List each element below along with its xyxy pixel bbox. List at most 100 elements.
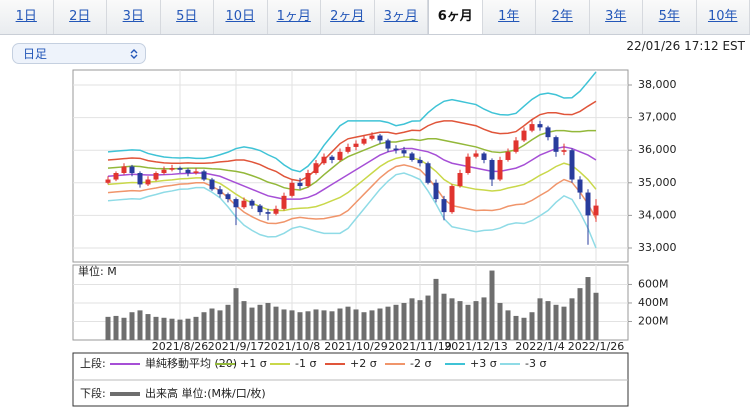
y-tick-label: 400M xyxy=(638,296,669,309)
volume-bar xyxy=(473,301,479,340)
volume-bar xyxy=(169,318,175,340)
volume-bar xyxy=(553,304,559,340)
period-tab[interactable]: 2年 xyxy=(536,0,590,34)
candle-body xyxy=(377,135,383,141)
volume-bar xyxy=(529,312,535,340)
volume-bar xyxy=(409,298,415,340)
candle-body xyxy=(449,186,455,213)
unit-label: 単位: M xyxy=(78,264,117,278)
period-tab[interactable]: 3ヶ月 xyxy=(375,0,428,34)
period-tab[interactable]: 3年 xyxy=(590,0,643,34)
candle-body xyxy=(481,153,487,160)
period-tab[interactable]: 2ヶ月 xyxy=(321,0,375,34)
band-line xyxy=(107,129,596,191)
period-tab[interactable]: 1年 xyxy=(483,0,536,34)
x-tick-label: 2022/1/26 xyxy=(568,340,624,353)
volume-bar xyxy=(577,288,583,340)
volume-bar xyxy=(313,309,319,340)
candle-body xyxy=(409,153,415,160)
legend-label: +3 σ xyxy=(470,357,497,370)
candle-body xyxy=(457,173,463,187)
candle-body xyxy=(385,140,391,149)
volume-bar xyxy=(281,309,287,340)
volume-bar xyxy=(129,312,135,340)
candle-body xyxy=(473,153,479,157)
legend-label: -1 σ xyxy=(295,357,316,370)
candle-body xyxy=(145,179,151,185)
period-tab[interactable]: 3日 xyxy=(107,0,161,34)
volume-bar xyxy=(465,304,471,340)
volume-bar xyxy=(545,301,551,340)
x-tick-label: 2021/10/8 xyxy=(264,340,320,353)
y-tick-label: 37,000 xyxy=(638,111,677,124)
candle-body xyxy=(537,124,543,128)
period-tab[interactable]: 6ヶ月 xyxy=(428,0,483,34)
candle-body xyxy=(249,200,255,206)
volume-bar xyxy=(289,310,295,340)
volume-bar xyxy=(249,307,255,340)
band-line xyxy=(107,164,597,225)
timestamp: 22/01/26 17:12 EST xyxy=(626,39,745,53)
candle-body xyxy=(217,189,223,195)
candle-body xyxy=(281,195,287,209)
candle-body xyxy=(153,173,159,180)
period-tab[interactable]: 5年 xyxy=(643,0,697,34)
band-line xyxy=(107,146,597,200)
volume-bar xyxy=(369,310,375,340)
panel-label: 下段: xyxy=(80,386,106,400)
candle-body xyxy=(329,156,335,160)
candle-body xyxy=(529,124,535,131)
candle-body xyxy=(297,182,303,187)
volume-bar xyxy=(417,300,423,340)
band-line xyxy=(107,172,597,249)
candle-body xyxy=(593,205,599,216)
candle-body xyxy=(169,168,175,170)
volume-bar xyxy=(217,310,223,340)
candle-body xyxy=(513,140,519,152)
volume-bar xyxy=(345,306,351,340)
candle-body xyxy=(289,182,295,196)
y-tick-label: 36,000 xyxy=(638,143,677,156)
dropdown-text: 日足 xyxy=(23,47,48,61)
period-tab[interactable]: 1日 xyxy=(0,0,54,34)
candle-body xyxy=(417,159,423,164)
volume-bar xyxy=(257,304,263,340)
plot-area xyxy=(72,69,629,263)
period-tab[interactable]: 10年 xyxy=(697,0,750,34)
candle-body xyxy=(569,150,575,180)
volume-bar xyxy=(457,301,463,340)
x-tick-label: 2021/10/29 xyxy=(324,340,387,353)
volume-bar xyxy=(153,316,159,340)
volume-bar xyxy=(385,306,391,340)
legend-label: +2 σ xyxy=(350,357,377,370)
volume-bar xyxy=(497,302,503,340)
volume-bar xyxy=(393,304,399,340)
volume-bar xyxy=(193,316,199,340)
candle-body xyxy=(273,208,279,214)
period-tab[interactable]: 1ヶ月 xyxy=(268,0,321,34)
candle-body xyxy=(545,127,551,138)
x-tick-label: 2021/11/19 xyxy=(388,340,451,353)
candle-body xyxy=(209,179,215,190)
period-tab[interactable]: 10日 xyxy=(214,0,268,34)
candle-body xyxy=(161,169,167,174)
volume-bar xyxy=(233,288,239,340)
panel-label: 上段: xyxy=(80,356,106,370)
volume-bar xyxy=(561,306,567,340)
volume-bar xyxy=(241,301,247,340)
candle-body xyxy=(577,179,583,193)
period-tab[interactable]: 5日 xyxy=(161,0,214,34)
legend-label: -3 σ xyxy=(525,357,546,370)
y-tick-label: 33,000 xyxy=(638,241,677,254)
plot-area xyxy=(72,264,629,341)
candle-body xyxy=(185,169,191,174)
candle-body xyxy=(585,192,591,216)
candle-body xyxy=(193,171,199,174)
volume-bar xyxy=(377,308,383,340)
candle-body xyxy=(113,173,119,180)
candle-body xyxy=(353,143,359,147)
interval-dropdown[interactable]: 日足 xyxy=(12,43,146,64)
x-tick-label: 2021/9/17 xyxy=(208,340,264,353)
period-tab[interactable]: 2日 xyxy=(54,0,107,34)
